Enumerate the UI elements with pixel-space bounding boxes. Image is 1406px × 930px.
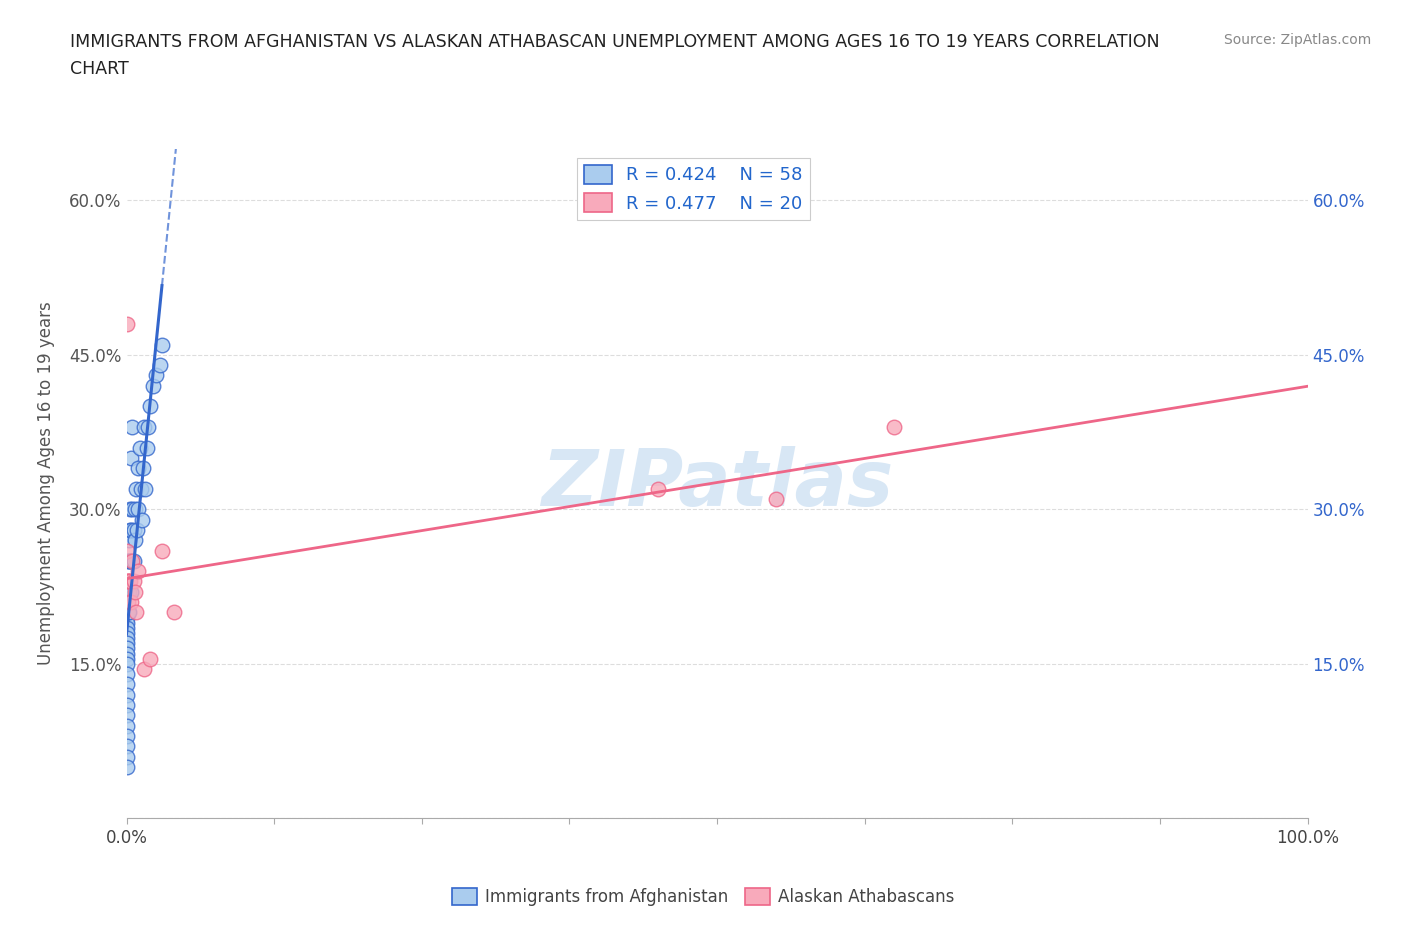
Point: [118, 584, 141, 599]
Point: [115, 316, 138, 331]
Point: [121, 553, 143, 568]
Point: [122, 553, 145, 568]
Point: [120, 594, 142, 609]
Point: [122, 574, 145, 589]
Point: [115, 631, 138, 645]
Point: [127, 564, 149, 578]
Point: [115, 677, 138, 692]
Point: [765, 492, 787, 507]
Point: [134, 419, 156, 434]
Point: [125, 482, 148, 497]
Point: [115, 641, 138, 656]
Point: [120, 523, 142, 538]
Point: [115, 750, 138, 764]
Point: [115, 738, 138, 753]
Point: [129, 482, 152, 497]
Point: [117, 574, 139, 589]
Point: [115, 708, 138, 723]
Point: [120, 450, 142, 465]
Point: [134, 482, 156, 497]
Point: [149, 358, 172, 373]
Point: [115, 620, 138, 635]
Point: [132, 460, 155, 475]
Point: [118, 553, 141, 568]
Point: [115, 687, 138, 702]
Legend: R = 0.424    N = 58, R = 0.477    N = 20: R = 0.424 N = 58, R = 0.477 N = 20: [578, 158, 810, 220]
Point: [121, 553, 143, 568]
Text: CHART: CHART: [70, 60, 129, 78]
Point: [115, 604, 138, 619]
Point: [125, 604, 148, 619]
Point: [124, 584, 146, 599]
Point: [124, 533, 146, 548]
Point: [115, 667, 138, 682]
Y-axis label: Unemployment Among Ages 16 to 19 years: Unemployment Among Ages 16 to 19 years: [38, 301, 55, 666]
Point: [128, 440, 150, 455]
Point: [127, 523, 149, 538]
Point: [120, 584, 142, 599]
Point: [122, 523, 145, 538]
Point: [135, 440, 157, 455]
Point: [120, 553, 142, 568]
Point: [115, 574, 138, 589]
Point: [163, 604, 186, 619]
Point: [117, 553, 139, 568]
Point: [118, 574, 141, 589]
Point: [127, 502, 149, 517]
Point: [115, 543, 138, 558]
Point: [145, 368, 167, 383]
Point: [121, 502, 143, 517]
Point: [120, 502, 142, 517]
Point: [115, 646, 138, 661]
Point: [120, 574, 142, 589]
Point: [883, 419, 905, 434]
Point: [115, 626, 138, 641]
Point: [150, 337, 173, 352]
Point: [136, 419, 159, 434]
Point: [115, 698, 138, 712]
Point: [647, 482, 669, 497]
Point: [134, 661, 156, 676]
Point: [131, 512, 153, 527]
Text: IMMIGRANTS FROM AFGHANISTAN VS ALASKAN ATHABASCAN UNEMPLOYMENT AMONG AGES 16 TO : IMMIGRANTS FROM AFGHANISTAN VS ALASKAN A…: [70, 33, 1160, 50]
Point: [115, 636, 138, 651]
Point: [117, 604, 139, 619]
Point: [115, 760, 138, 775]
Point: [115, 616, 138, 631]
Text: Source: ZipAtlas.com: Source: ZipAtlas.com: [1223, 33, 1371, 46]
Point: [141, 379, 163, 393]
Point: [115, 718, 138, 733]
Point: [115, 657, 138, 671]
Point: [120, 523, 142, 538]
Point: [127, 460, 149, 475]
Point: [117, 594, 139, 609]
Text: ZIPatlas: ZIPatlas: [541, 445, 893, 522]
Point: [139, 651, 162, 666]
Point: [118, 604, 141, 619]
Point: [121, 419, 143, 434]
Point: [139, 399, 162, 414]
Point: [115, 651, 138, 666]
Point: [124, 502, 146, 517]
Point: [150, 543, 173, 558]
Point: [118, 533, 141, 548]
Point: [115, 610, 138, 625]
Point: [115, 728, 138, 743]
Point: [117, 584, 139, 599]
Legend: Immigrants from Afghanistan, Alaskan Athabascans: Immigrants from Afghanistan, Alaskan Ath…: [444, 881, 962, 912]
